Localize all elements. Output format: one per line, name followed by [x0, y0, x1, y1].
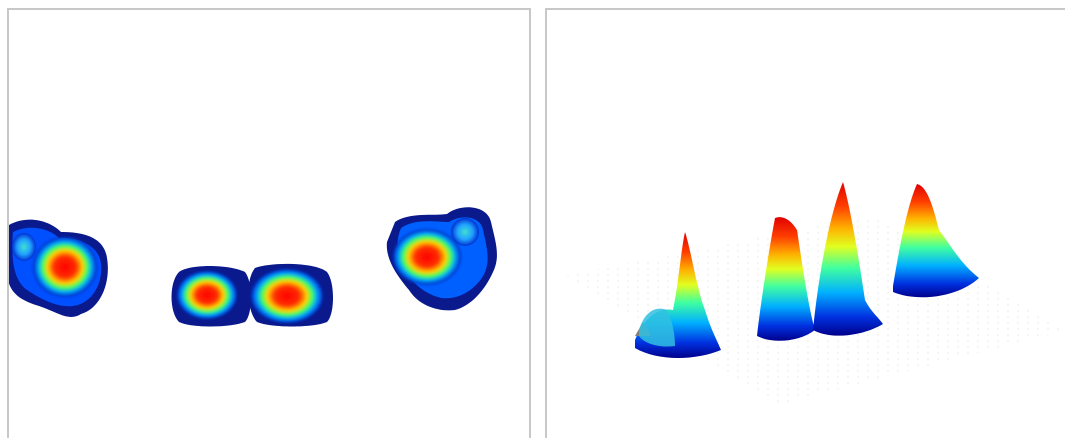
surface-peak-2	[757, 217, 815, 341]
surface-plot-panel	[545, 8, 1065, 438]
heat-blob-center-right	[248, 263, 333, 327]
surface-peak-3	[813, 182, 883, 336]
heat-blob-left	[9, 219, 108, 317]
surface-ridge	[639, 308, 675, 347]
heat-blob-center-left	[171, 266, 251, 327]
contour-heatmap-panel	[7, 8, 531, 438]
surface-peak-4	[893, 184, 979, 298]
contour-heatmap	[9, 207, 497, 327]
heat-blob-right	[386, 207, 497, 311]
surface-plot	[567, 182, 1065, 405]
